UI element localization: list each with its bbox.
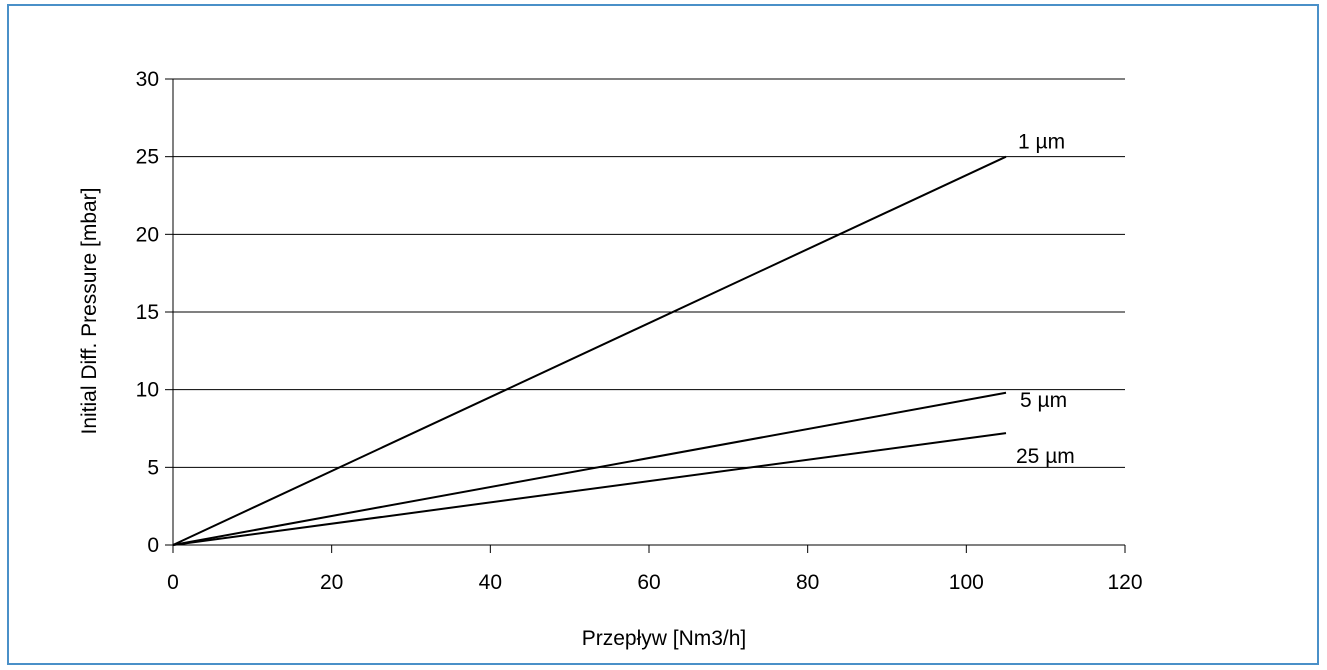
series-lines (172, 155, 1007, 546)
y-tick-labels: 0 5 10 15 20 25 30 (136, 68, 159, 557)
y-tick-label: 25 (136, 146, 159, 169)
y-tick-label: 5 (147, 456, 159, 479)
y-tick-label: 20 (136, 223, 159, 246)
series-label-1: 1 µm (1018, 131, 1065, 154)
series-line-3 (172, 432, 1007, 546)
series-label-2: 5 µm (1020, 389, 1067, 412)
gridlines (173, 78, 1125, 468)
x-tick-label: 80 (796, 571, 819, 594)
y-axis-title: Initial Diff. Pressure [mbar] (78, 187, 101, 434)
x-tick-label: 0 (167, 571, 179, 594)
x-tick-label: 40 (479, 571, 502, 594)
x-tick-labels: 0 20 40 60 80 100 120 (167, 571, 1142, 594)
series-label-3: 25 µm (1016, 445, 1075, 468)
x-tick-label: 60 (637, 571, 660, 594)
y-tick-label: 10 (136, 379, 159, 402)
x-axis-title: Przepływ [Nm3/h] (582, 627, 747, 650)
chart-frame (7, 4, 1319, 665)
y-tick-label: 15 (136, 301, 159, 324)
x-tick-label: 20 (320, 571, 343, 594)
y-tick-label: 30 (136, 68, 159, 91)
y-tick-label: 0 (147, 534, 159, 557)
x-tick-label: 120 (1107, 571, 1142, 594)
series-line-2 (172, 391, 1007, 546)
series-line-1 (172, 155, 1007, 546)
x-tick-label: 100 (949, 571, 984, 594)
series-labels: 1 µm 5 µm 25 µm (1016, 131, 1075, 468)
axes (165, 78, 1126, 553)
